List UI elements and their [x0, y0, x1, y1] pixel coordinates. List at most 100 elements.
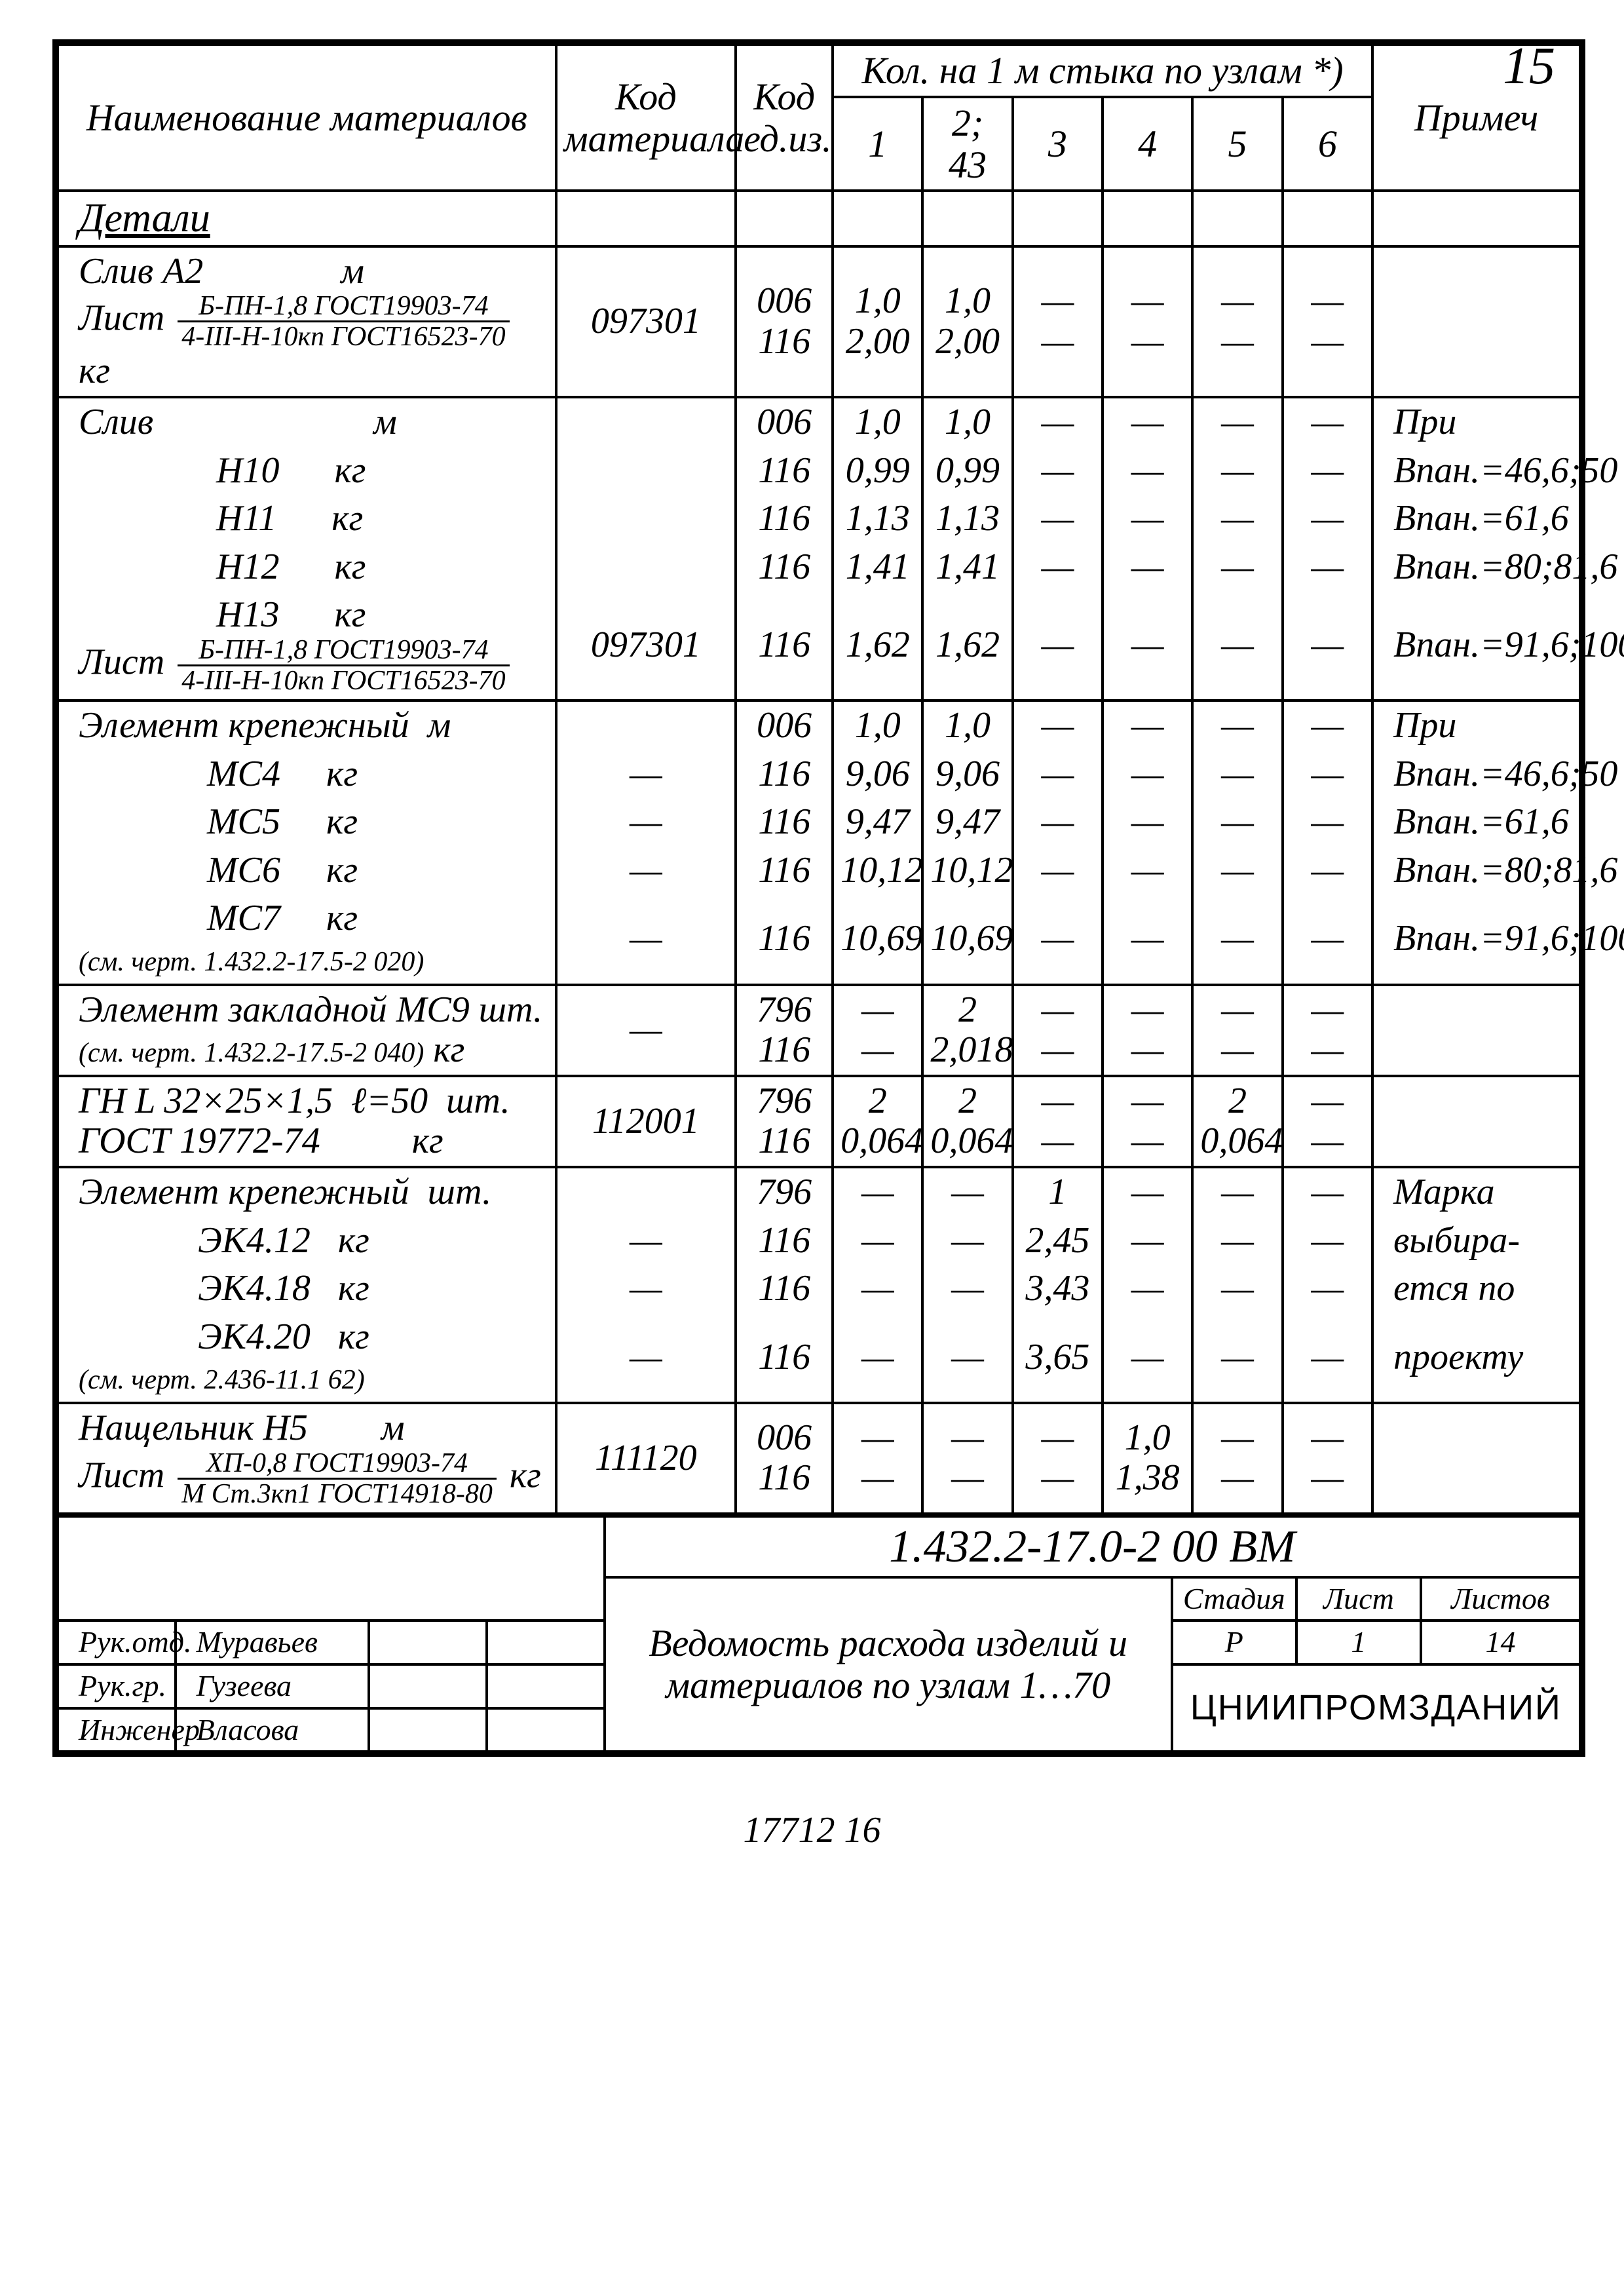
cell: 006116	[736, 246, 833, 397]
cell: 3,65	[1013, 1313, 1103, 1403]
cell: МС4 кг	[58, 750, 556, 799]
cell: 9,06	[833, 750, 922, 799]
cell: 3,43	[1013, 1265, 1103, 1313]
cell	[556, 1167, 736, 1217]
cell: —	[1103, 1265, 1192, 1313]
role-0: Рук.отд.	[58, 1621, 176, 1664]
cell: Впан.=46,6;50	[1372, 750, 1580, 799]
table-row: ЭК4.12 кг—116——2,45———выбира-	[58, 1217, 1580, 1265]
table-row: Слив м0061,01,0————При	[58, 397, 1580, 447]
cell: —	[1013, 847, 1103, 895]
cell: ——	[922, 1403, 1012, 1514]
cell: ЭК4.12 кг	[58, 1217, 556, 1265]
stage-value: Р	[1172, 1621, 1296, 1664]
cell: МС6 кг	[58, 847, 556, 895]
cell: ——	[1283, 1076, 1372, 1167]
name-2: Власова	[176, 1708, 369, 1752]
cell: Н13 кгЛист Б-ПН-1,8 ГОСТ19903-744-III-Н-…	[58, 591, 556, 700]
table-row: Элемент крепежный шт.796——1———Марка	[58, 1167, 1580, 1217]
cell: Элемент закладной МС9 шт.(см. черт. 1.43…	[58, 985, 556, 1076]
cell: ——	[1103, 985, 1192, 1076]
drawing-title: Ведомость расхода изделий и материалов п…	[605, 1577, 1172, 1752]
col-1: 1	[833, 97, 922, 191]
cell: —	[1192, 397, 1282, 447]
page-number: 15	[1503, 37, 1555, 96]
cell: —	[1192, 543, 1282, 592]
cell: —	[556, 985, 736, 1076]
cell: ется по	[1372, 1265, 1580, 1313]
cell: 1,13	[922, 495, 1012, 543]
cell: —	[1013, 495, 1103, 543]
cell: Слив А2 мЛист Б-ПН-1,8 ГОСТ19903-744-III…	[58, 246, 556, 397]
cell: Впан.=80;81,6	[1372, 543, 1580, 592]
cell: ЭК4.20 кг(см. черт. 2.436-11.1 62)	[58, 1313, 556, 1403]
col-qty-group: Кол. на 1 м стыка по узлам *)	[833, 45, 1372, 97]
cell: 116	[736, 894, 833, 984]
cell: Элемент крепежный м	[58, 700, 556, 750]
cell: 10,69	[922, 894, 1012, 984]
cell: ——	[1192, 246, 1282, 397]
cell: —	[556, 847, 736, 895]
cell: Элемент крепежный шт.	[58, 1167, 556, 1217]
cell: ЭК4.18 кг	[58, 1265, 556, 1313]
cell: —	[1283, 700, 1372, 750]
sign-2	[369, 1708, 487, 1752]
cell: —	[1283, 750, 1372, 799]
sign-1	[369, 1664, 487, 1708]
cell: —	[1283, 543, 1372, 592]
cell: ——	[1013, 1403, 1103, 1514]
cell: —	[833, 1265, 922, 1313]
cell: 10,69	[833, 894, 922, 984]
cell: —	[1283, 1265, 1372, 1313]
cell: —	[1283, 847, 1372, 895]
cell: 116	[736, 847, 833, 895]
cell: 1,02,00	[833, 246, 922, 397]
cell: 0,99	[922, 447, 1012, 495]
table-row: ГН L 32×25×1,5 ℓ=50 шт.ГОСТ 19772-74 кг1…	[58, 1076, 1580, 1167]
cell: —	[1283, 447, 1372, 495]
cell: 116	[736, 543, 833, 592]
cell: ——	[1013, 985, 1103, 1076]
cell: 20,064	[833, 1076, 922, 1167]
sheets-header: Листов	[1421, 1577, 1580, 1621]
cell: 1,02,00	[922, 246, 1012, 397]
cell: 1,62	[833, 591, 922, 700]
materials-table: Наименование материалов Код материала Ко…	[56, 43, 1581, 1515]
cell: —	[1283, 1217, 1372, 1265]
sheet-header: Лист	[1296, 1577, 1421, 1621]
cell: 22,018	[922, 985, 1012, 1076]
cell	[1372, 1076, 1580, 1167]
cell: При	[1372, 700, 1580, 750]
cell: —	[1103, 847, 1192, 895]
cell	[1372, 985, 1580, 1076]
section-title: Детали	[79, 196, 210, 240]
cell: ——	[1013, 1076, 1103, 1167]
cell: При	[1372, 397, 1580, 447]
cell: —	[1103, 798, 1192, 847]
cell: 116	[736, 750, 833, 799]
cell: ГН L 32×25×1,5 ℓ=50 шт.ГОСТ 19772-74 кг	[58, 1076, 556, 1167]
col-code: Код материала	[556, 45, 736, 191]
cell: —	[1283, 591, 1372, 700]
cell: —	[1013, 397, 1103, 447]
cell: —	[1192, 1217, 1282, 1265]
table-row: Н13 кгЛист Б-ПН-1,8 ГОСТ19903-744-III-Н-…	[58, 591, 1580, 700]
table-body: Детали Слив А2 мЛист Б-ПН-1,8 ГОСТ19903-…	[58, 191, 1580, 1513]
cell: 116	[736, 447, 833, 495]
cell: —	[1013, 543, 1103, 592]
cell: 1,0	[922, 700, 1012, 750]
col-2: 2; 43	[922, 97, 1012, 191]
cell: —	[922, 1167, 1012, 1217]
cell: —	[1192, 447, 1282, 495]
cell: МС7 кг(см. черт. 1.432.2-17.5-2 020)	[58, 894, 556, 984]
cell: 006	[736, 397, 833, 447]
cell: —	[556, 894, 736, 984]
cell: —	[556, 1217, 736, 1265]
col-name: Наименование материалов	[58, 45, 556, 191]
organization: ЦНИИПРОМЗДАНИЙ	[1172, 1664, 1580, 1752]
cell: ——	[833, 985, 922, 1076]
cell: 116	[736, 798, 833, 847]
cell: —	[922, 1313, 1012, 1403]
cell: —	[833, 1167, 922, 1217]
col-6: 6	[1283, 97, 1372, 191]
